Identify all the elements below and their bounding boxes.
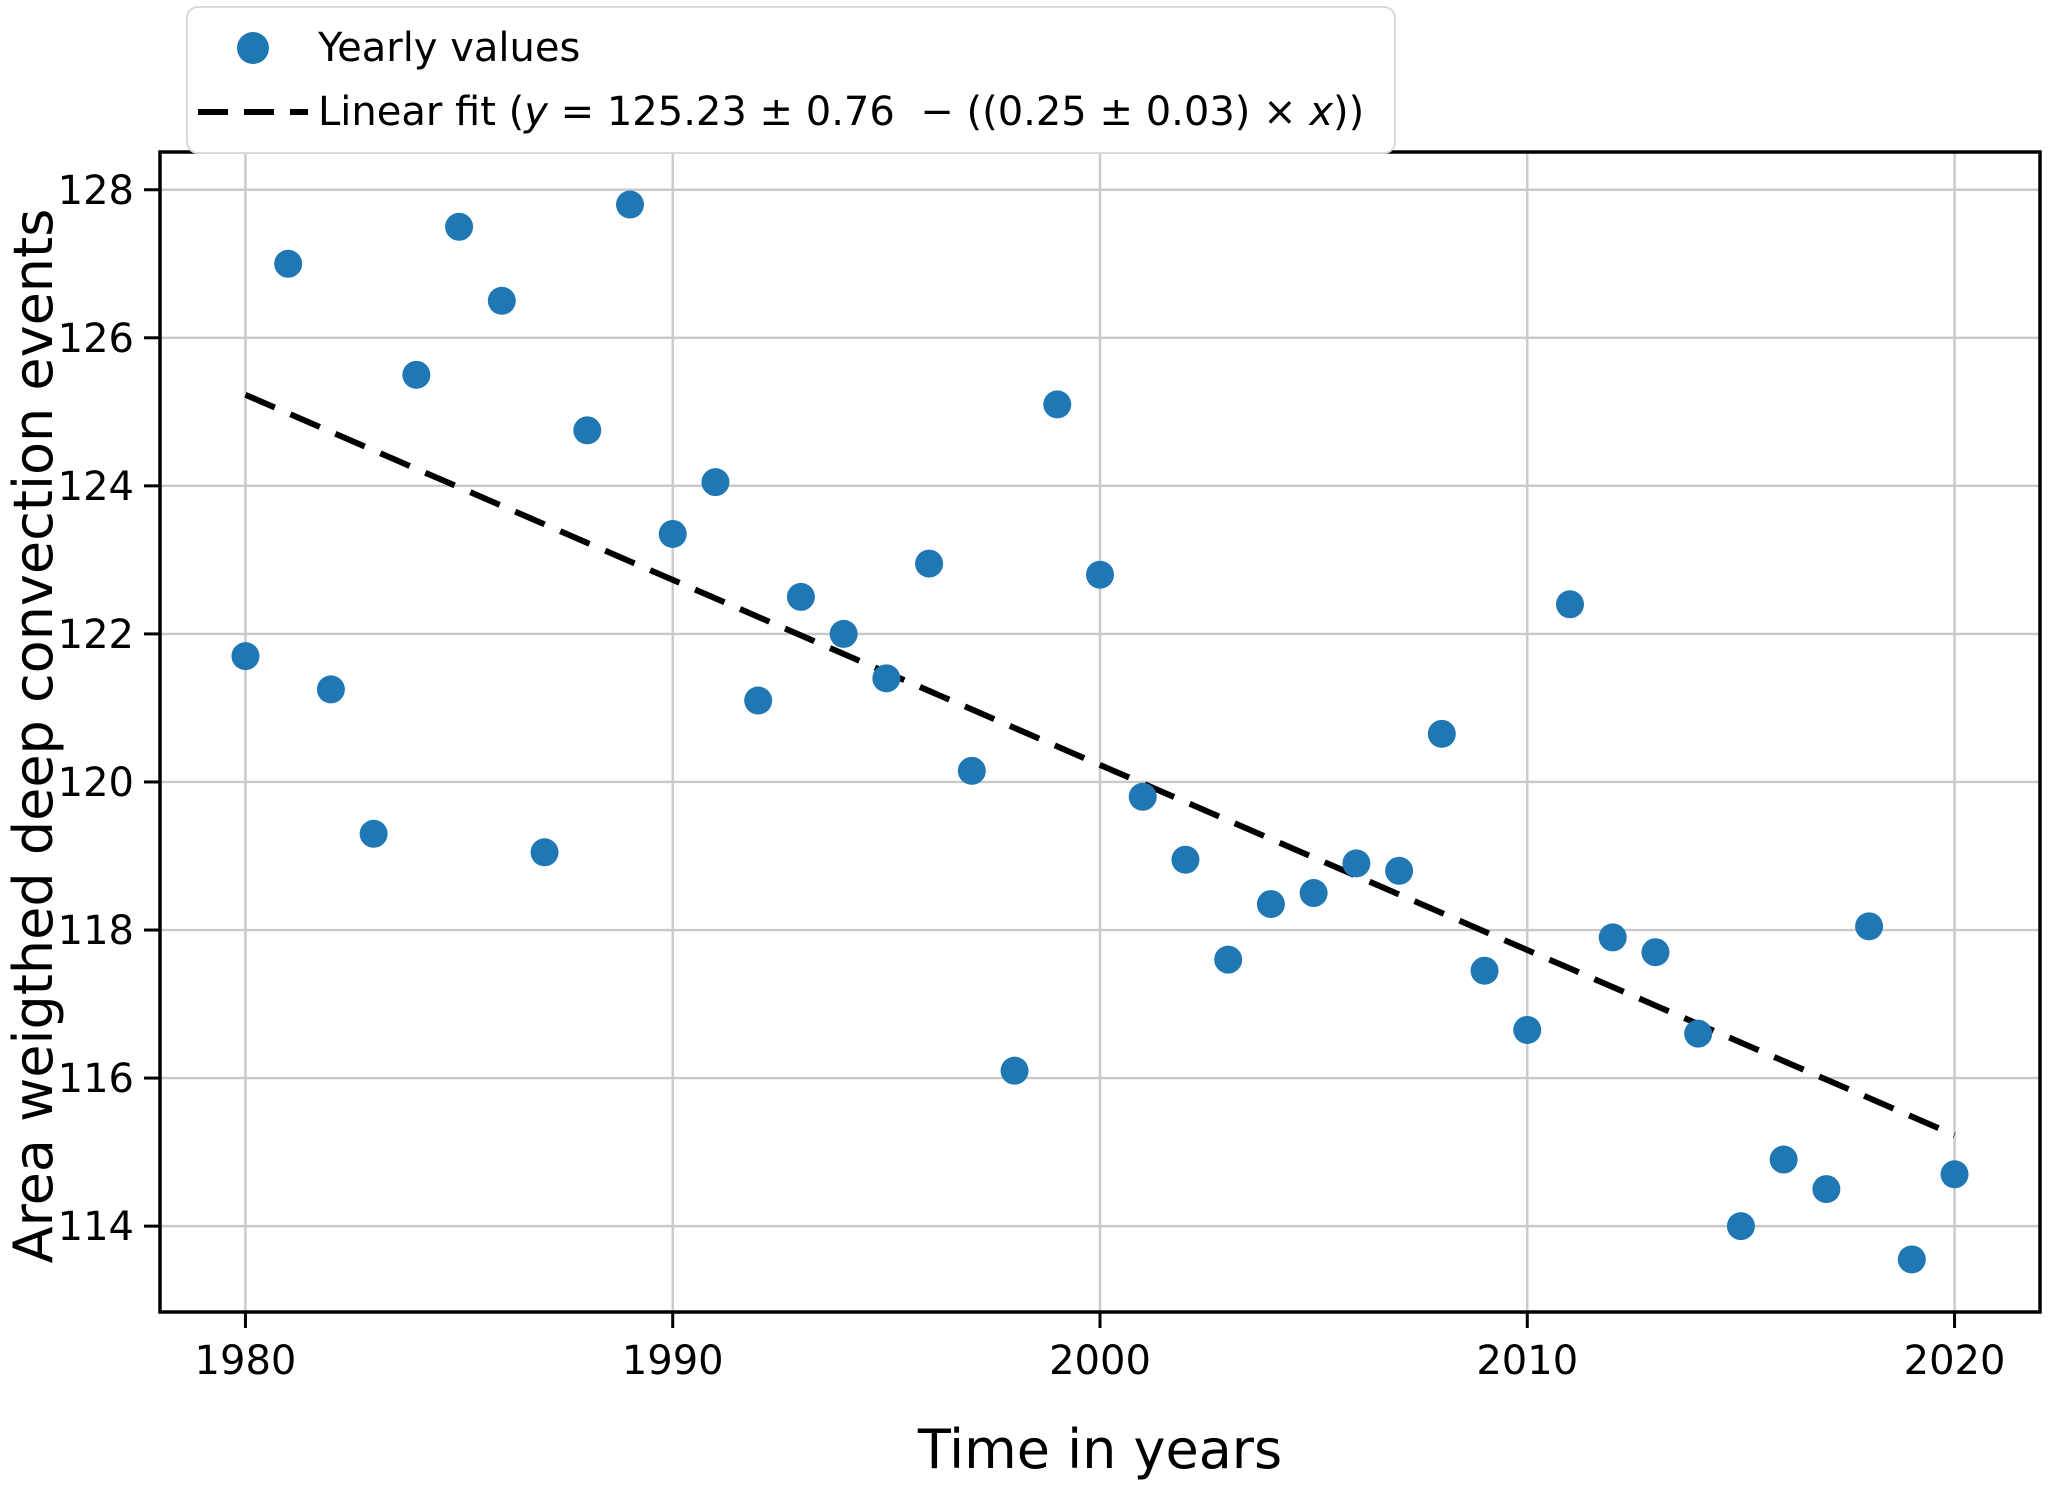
scatter-point [872,664,901,693]
scatter-point [274,249,303,278]
scatter-point [616,190,644,219]
legend-marker [188,105,318,119]
scatter-point [1171,845,1200,874]
x-axis-label: Time in years [917,1418,1282,1481]
scatter-point [530,838,559,867]
scatter-point [1556,590,1584,619]
scatter-point [957,756,986,785]
scatter-point [1043,390,1072,419]
y-tick-label: 124 [58,464,134,510]
scatter-point [1940,1160,1969,1189]
scatter-point [1470,956,1499,985]
scatter-marker-icon [237,32,269,64]
y-tick-label: 120 [58,760,134,806]
legend-label: Yearly values [318,25,581,71]
gridlines [160,152,2040,1312]
scatter-point [445,212,474,241]
scatter-point [915,549,944,578]
y-tick-label: 128 [58,168,134,214]
scatter-point [701,468,730,497]
scatter-point [231,642,260,671]
scatter-point [1427,719,1456,748]
scatter-point [1812,1175,1841,1204]
scatter-point [1641,938,1670,967]
scatter-point [1385,856,1414,885]
scatter-point [829,619,858,648]
x-tick-label: 2020 [1904,1338,2006,1384]
scatter-point [1598,923,1627,952]
data-series [231,190,1969,1274]
y-tick-label: 116 [58,1056,134,1102]
scatter-point [1897,1245,1926,1274]
y-tick-label: 122 [58,612,134,658]
scatter-point [1684,1019,1713,1048]
scatter-point [359,819,388,848]
x-tick-label: 2000 [1049,1338,1151,1384]
dashed-line-icon [198,109,308,115]
x-tick-label: 2010 [1476,1338,1578,1384]
scatter-point [402,360,431,389]
legend-entry: Yearly values [188,18,1364,78]
x-tick-label: 1980 [195,1338,297,1384]
y-tick-label: 126 [58,316,134,362]
scatter-point [573,416,602,445]
scatter-point [1299,879,1328,908]
scatter-point [1342,849,1371,878]
y-tick-label: 114 [58,1204,134,1250]
scatter-point [1214,945,1243,974]
scatter-point [658,519,687,548]
scatter-point [1855,912,1884,941]
y-axis-label: Area weigthed deep convection events [2,209,65,1264]
scatter-point [316,675,345,704]
linear-fit-line [244,392,1956,1138]
legend-label: Linear fit (y = 125.23 ± 0.76 − ((0.25 ±… [318,89,1365,135]
legend-marker [188,32,318,64]
legend: Yearly values Linear fit (y = 125.23 ± 0.… [186,6,1397,154]
scatter-point [1256,890,1285,919]
axis-ticks: 1980 1990 2000 2010 2020 114 116 118 120 122 124 12… [58,168,2006,1384]
legend-entry: Linear fit (y = 125.23 ± 0.76 − ((0.25 ±… [188,82,1364,142]
scatter-point [1513,1015,1542,1044]
scatter-point [487,286,516,315]
scatter-point [1726,1212,1755,1241]
scatter-point [744,686,773,715]
scatter-point [1128,782,1157,811]
x-tick-label: 1990 [622,1338,724,1384]
scatter-point [1769,1145,1798,1174]
scatter-point [1086,560,1114,589]
y-tick-label: 118 [58,908,134,954]
scatter-point [1000,1056,1029,1085]
scatter-point [786,582,815,611]
